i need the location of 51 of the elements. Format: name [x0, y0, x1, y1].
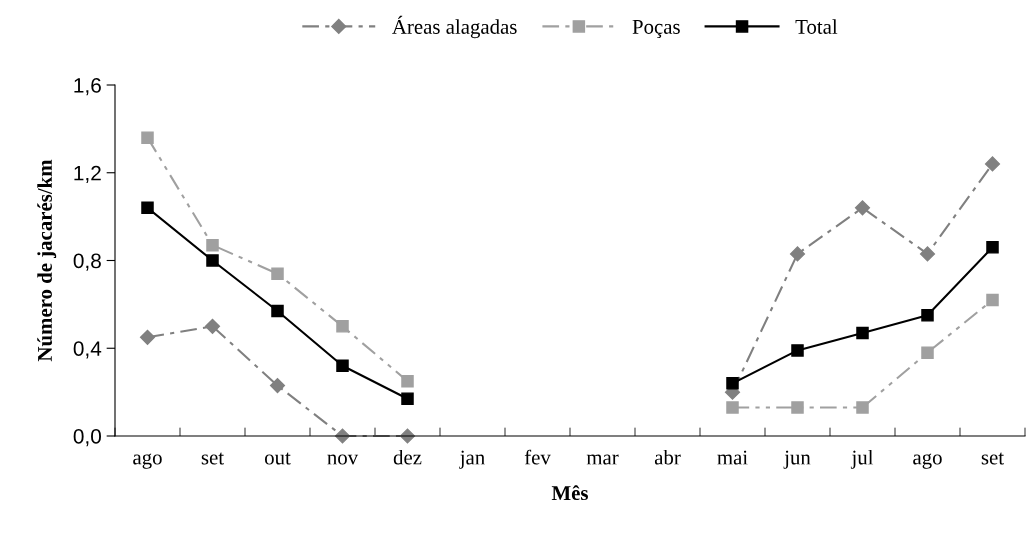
point [791, 401, 804, 414]
point [854, 200, 871, 216]
point [726, 377, 739, 390]
y-tick-label: 0,0 [73, 429, 101, 447]
x-tick-label: dez [393, 449, 422, 465]
x-tick-label: set [981, 452, 1004, 465]
point [401, 392, 414, 405]
point [336, 320, 349, 333]
x-tick-label: ago [913, 453, 942, 469]
point [271, 304, 284, 318]
point [919, 246, 936, 262]
x-tick-label: out [264, 452, 291, 465]
x-tick-label: jul [850, 449, 874, 469]
x-tick-label: set [201, 452, 224, 465]
point [921, 346, 934, 359]
y-tick-label: 1,2 [74, 165, 101, 183]
point [336, 359, 349, 373]
x-tick-label: mar [586, 454, 619, 465]
x-axis-title: Mês [551, 485, 588, 501]
y-tick-label: 0,4 [73, 341, 102, 359]
point [206, 238, 219, 252]
x-tick-label: nov [327, 454, 359, 465]
point [921, 309, 934, 322]
legend-label: Áreas alagadas [392, 15, 517, 39]
x-tick-label: jan [459, 450, 485, 469]
x-tick-label: mai [717, 450, 748, 465]
point [204, 318, 221, 334]
point [401, 374, 414, 388]
point [141, 131, 154, 144]
x-tick-label: abr [654, 449, 681, 465]
x-tick-label: ago [133, 453, 162, 469]
point [986, 241, 999, 254]
point [271, 267, 284, 280]
point [856, 401, 869, 414]
point [986, 293, 999, 307]
point [984, 156, 1001, 172]
x-tick-label: fev [524, 449, 551, 465]
point [789, 246, 806, 262]
point [726, 401, 739, 414]
x-tick-label: jun [783, 450, 811, 469]
y-tick-label: 0,8 [73, 253, 101, 271]
point [141, 201, 154, 215]
legend-label: Total [795, 19, 838, 34]
point [269, 377, 286, 394]
y-tick-label: 1,6 [74, 78, 101, 96]
legend-label: Poças [632, 20, 680, 39]
point [139, 329, 156, 345]
point [206, 254, 219, 267]
point [791, 344, 804, 357]
point [856, 326, 869, 340]
y-axis-title: Número de jacarés/km [37, 159, 57, 362]
